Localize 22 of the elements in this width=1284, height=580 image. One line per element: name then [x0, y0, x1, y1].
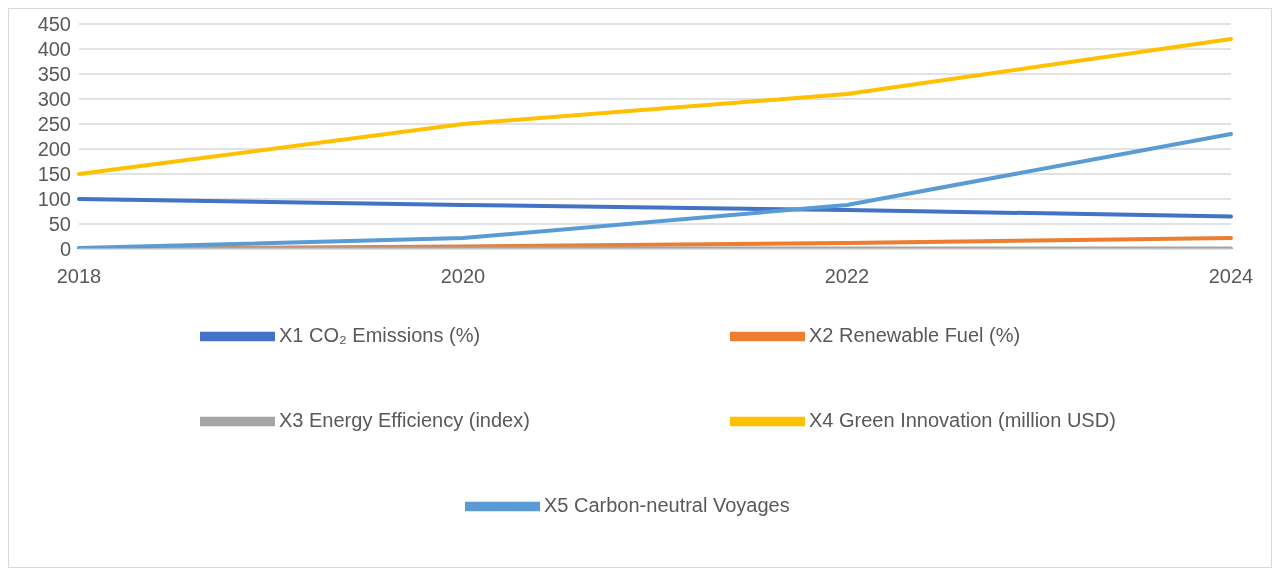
- x-tick-label: 2020: [440, 265, 486, 288]
- x-tick-label: 2024: [1208, 265, 1254, 288]
- y-tick-label: 300: [37, 88, 71, 111]
- y-tick-label: 0: [59, 238, 71, 261]
- y-tick-label: 50: [48, 213, 71, 236]
- legend-label: X1 CO₂ Emissions (%): [279, 323, 481, 346]
- legend-label: X5 Carbon-neutral Voyages: [544, 493, 790, 516]
- y-tick-label: 200: [37, 138, 71, 161]
- x-tick-label: 2022: [824, 265, 870, 288]
- y-tick-label: 400: [37, 38, 71, 61]
- y-tick-label: 250: [37, 113, 71, 136]
- line-series: [77, 132, 1233, 249]
- legend-label: X4 Green Innovation (million USD): [809, 408, 1116, 431]
- y-tick-label: 150: [37, 163, 71, 186]
- y-tick-label: 350: [37, 63, 71, 86]
- y-tick-label: 450: [37, 13, 71, 36]
- legend-label: X3 Energy Efficiency (index): [279, 408, 530, 431]
- x-tick-label: 2018: [56, 265, 102, 288]
- legend-label: X2 Renewable Fuel (%): [809, 323, 1021, 346]
- line-series: [77, 197, 1233, 219]
- y-tick-label: 100: [37, 188, 71, 211]
- line-series: [77, 37, 1233, 176]
